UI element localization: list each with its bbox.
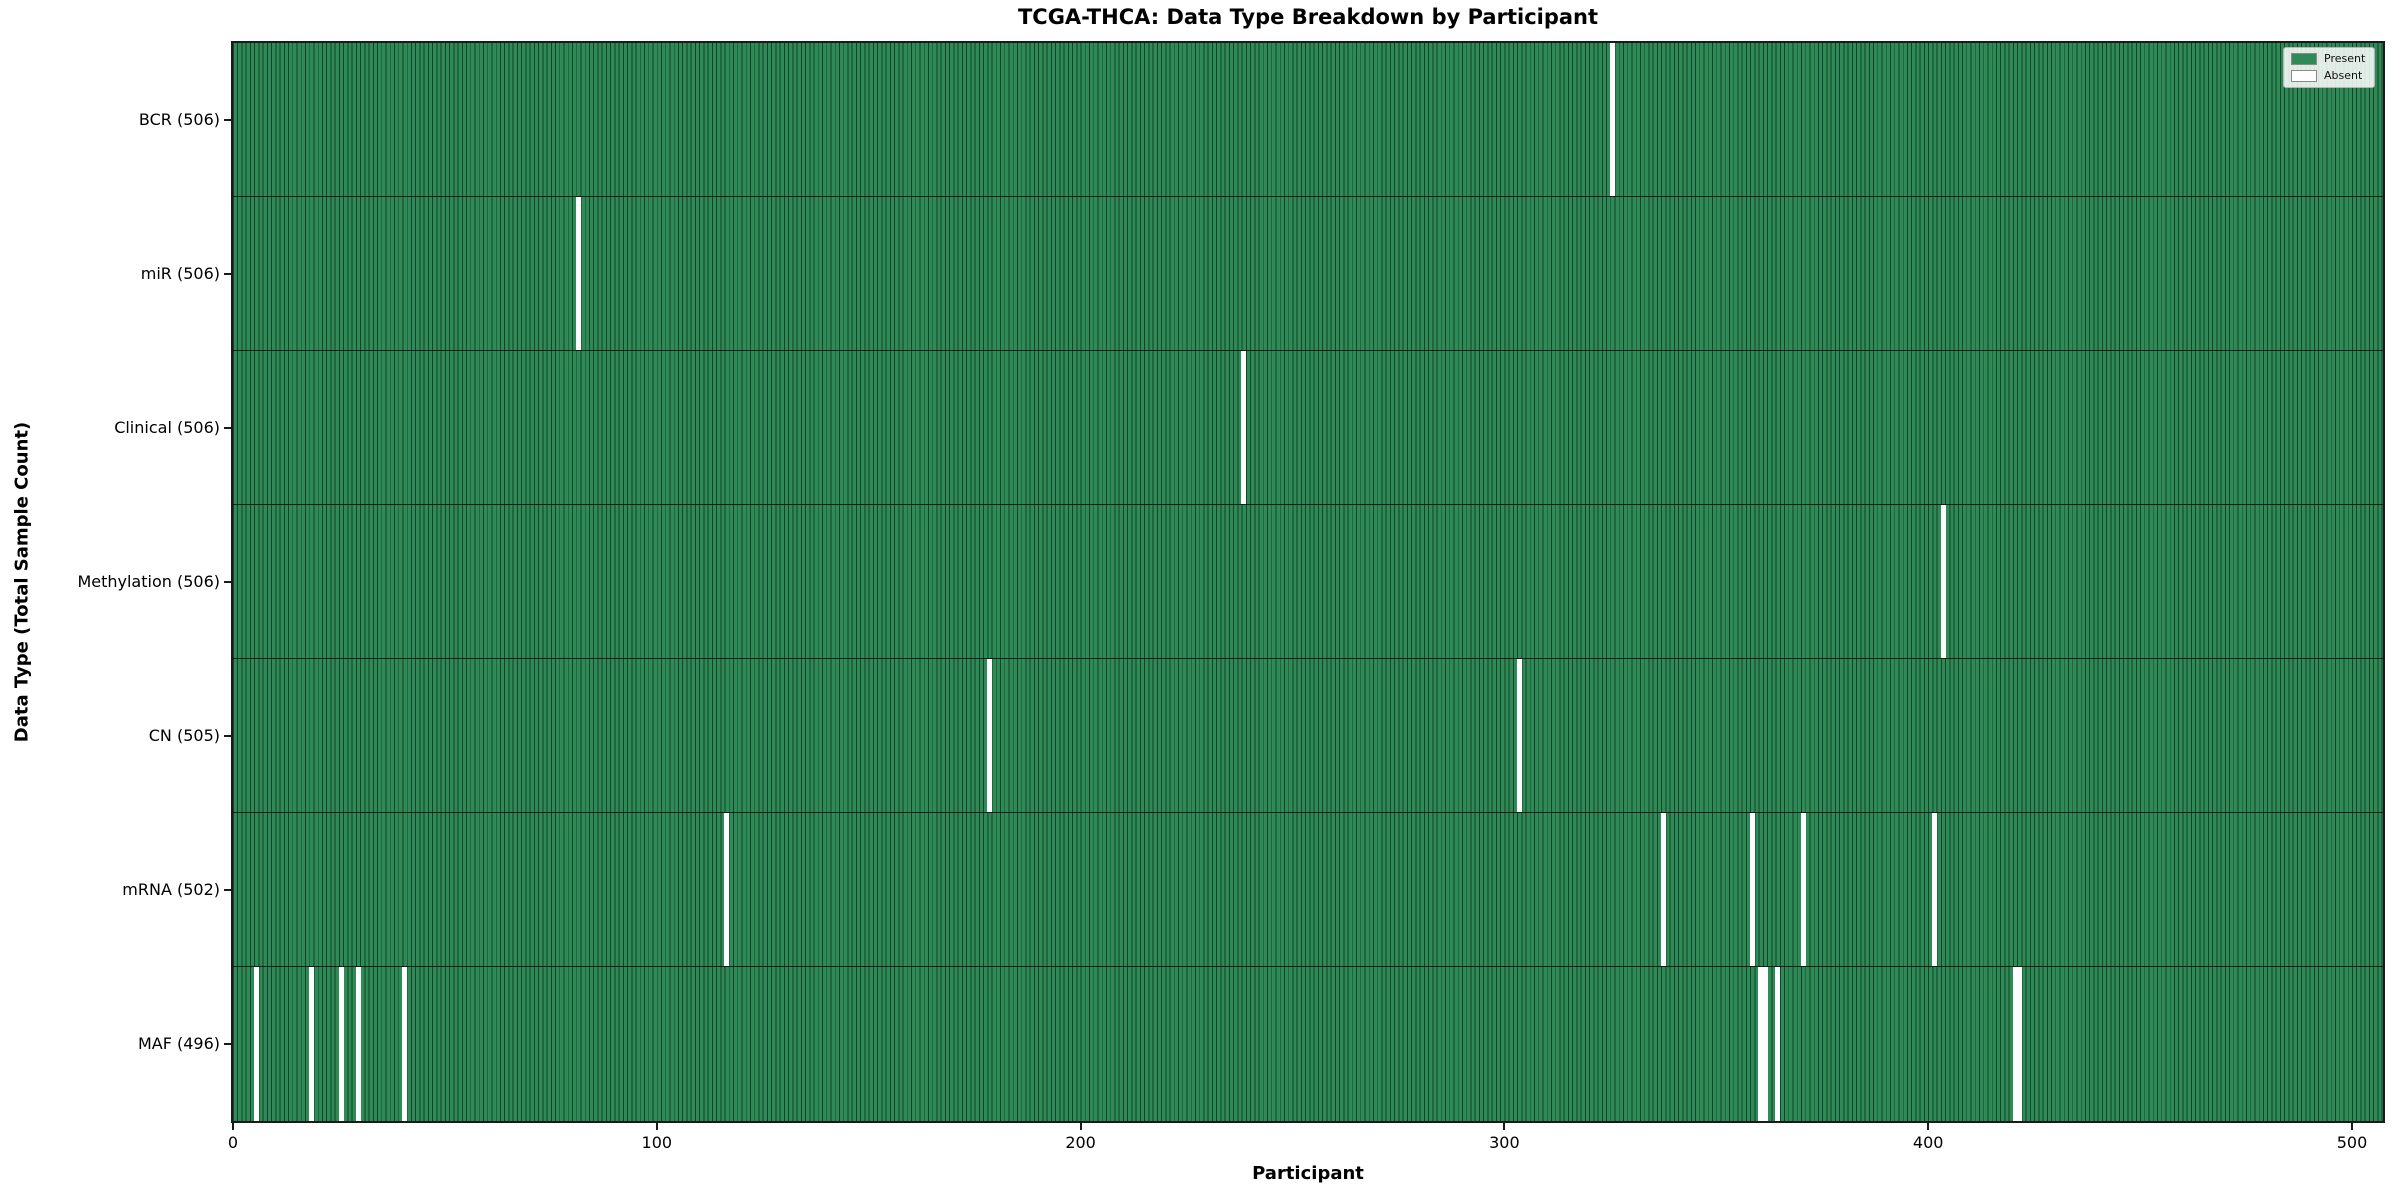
- data-type-row-methylation: [233, 505, 2383, 659]
- x-tick: [232, 1121, 234, 1130]
- absent-stripe: [2012, 967, 2018, 1121]
- y-tick: [224, 889, 233, 891]
- plot-area: [233, 43, 2383, 1121]
- absent-stripe: [308, 967, 314, 1121]
- y-tick-label-methylation: Methylation (506): [77, 572, 220, 591]
- absent-stripe: [355, 967, 361, 1121]
- absent-stripe: [724, 813, 730, 966]
- absent-stripe: [1762, 967, 1768, 1121]
- legend-label-present: Present: [2324, 52, 2366, 65]
- absent-stripe: [1932, 813, 1938, 966]
- absent-stripe: [2016, 967, 2022, 1121]
- absent-stripe: [1609, 43, 1615, 196]
- y-tick: [224, 119, 233, 121]
- y-tick-label-maf: MAF (496): [137, 1034, 220, 1053]
- present-swatch-icon: [2291, 53, 2317, 65]
- absent-stripe: [338, 967, 344, 1121]
- x-tick-label: 0: [227, 1133, 239, 1152]
- x-tick-label: 400: [1912, 1133, 1944, 1152]
- absent-stripe: [1758, 967, 1764, 1121]
- x-tick-label: 500: [2336, 1133, 2368, 1152]
- absent-stripe: [402, 967, 408, 1121]
- x-tick: [655, 1121, 658, 1130]
- x-tick: [1927, 1121, 1930, 1130]
- data-type-row-maf: [233, 967, 2383, 1121]
- absent-stripe: [986, 659, 992, 812]
- legend-item-present: Present: [2291, 53, 2365, 65]
- x-tick: [1503, 1121, 1506, 1130]
- x-tick-label: 300: [1489, 1133, 1520, 1152]
- absent-stripe: [1749, 813, 1755, 966]
- absent-stripe: [253, 967, 259, 1121]
- absent-stripe: [1940, 505, 1946, 658]
- y-tick-label-bcr: BCR (506): [138, 110, 220, 129]
- y-tick-label-mir: miR (506): [140, 264, 220, 283]
- y-tick: [224, 427, 233, 429]
- x-tick: [1079, 1121, 1082, 1130]
- legend-label-absent: Absent: [2324, 69, 2363, 82]
- legend: Present Absent: [2283, 47, 2376, 88]
- data-type-row-clinical: [233, 351, 2383, 505]
- absent-swatch-icon: [2291, 70, 2317, 82]
- absent-stripe: [1800, 813, 1806, 966]
- y-tick: [224, 1043, 233, 1045]
- x-axis-label: Participant: [1252, 1163, 1364, 1184]
- y-tick: [224, 581, 233, 583]
- chart-title: TCGA-THCA: Data Type Breakdown by Partic…: [1017, 5, 1599, 29]
- data-type-row-bcr: [233, 43, 2383, 197]
- y-tick-label-clinical: Clinical (506): [114, 418, 220, 437]
- x-tick: [2351, 1121, 2353, 1130]
- x-tick-label: 100: [641, 1133, 673, 1152]
- absent-stripe: [1516, 659, 1522, 812]
- y-tick: [224, 735, 233, 737]
- absent-stripe: [1241, 351, 1247, 504]
- data-type-row-mrna: [233, 813, 2383, 967]
- absent-stripe: [575, 197, 581, 350]
- y-tick: [224, 273, 233, 275]
- absent-stripe: [1660, 813, 1666, 966]
- data-type-row-cn: [233, 659, 2383, 813]
- absent-stripe: [1775, 967, 1781, 1121]
- x-tick-label: 200: [1065, 1133, 1096, 1152]
- y-tick-label-mrna: mRNA (502): [122, 880, 220, 899]
- y-tick-label-cn: CN (505): [148, 726, 220, 745]
- legend-item-absent: Absent: [2291, 70, 2365, 82]
- data-type-row-mir: [233, 197, 2383, 351]
